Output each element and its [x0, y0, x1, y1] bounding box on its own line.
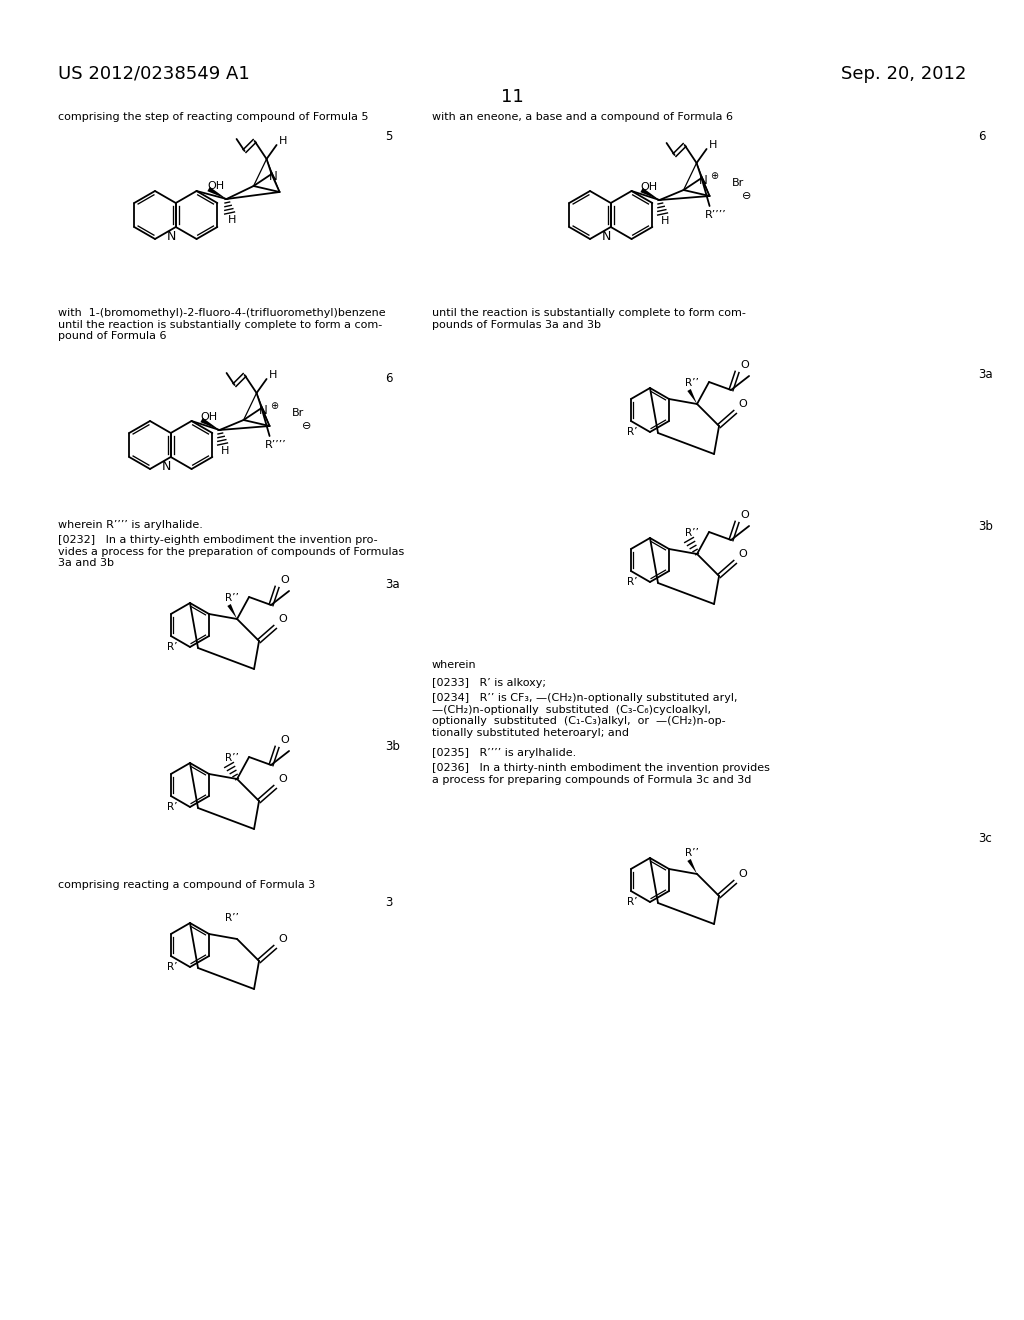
Text: R’’’’: R’’’’: [264, 440, 287, 450]
Text: N: N: [269, 169, 278, 182]
Text: 3b: 3b: [385, 741, 400, 752]
Text: [0235]   R’’’’ is arylhalide.: [0235] R’’’’ is arylhalide.: [432, 748, 577, 758]
Text: R’: R’: [628, 577, 638, 587]
Text: 3: 3: [385, 896, 392, 909]
Text: R’’: R’’: [225, 752, 239, 763]
Text: H: H: [660, 216, 669, 226]
Text: R’’: R’’: [685, 528, 699, 539]
Text: [0233]   R’ is alkoxy;: [0233] R’ is alkoxy;: [432, 678, 546, 688]
Text: N: N: [602, 230, 611, 243]
Text: H: H: [268, 370, 276, 380]
Text: 3c: 3c: [978, 832, 992, 845]
Text: [0234]   R’’ is CF₃, —(CH₂)n-optionally substituted aryl,
—(CH₂)n-optionally  su: [0234] R’’ is CF₃, —(CH₂)n-optionally su…: [432, 693, 737, 738]
Text: O: O: [279, 614, 287, 624]
Text: 5: 5: [385, 129, 392, 143]
Text: with  1-(bromomethyl)-2-fluoro-4-(trifluoromethyl)benzene
until the reaction is : with 1-(bromomethyl)-2-fluoro-4-(trifluo…: [58, 308, 386, 341]
Text: H: H: [227, 215, 236, 224]
Text: US 2012/0238549 A1: US 2012/0238549 A1: [58, 65, 250, 83]
Text: O: O: [280, 735, 289, 744]
Text: 6: 6: [978, 129, 985, 143]
Text: OH: OH: [201, 412, 217, 422]
Text: O: O: [738, 549, 746, 558]
Text: H: H: [220, 446, 228, 455]
Text: O: O: [280, 576, 289, 585]
Text: 3b: 3b: [978, 520, 993, 533]
Text: wherein R’’’’ is arylhalide.: wherein R’’’’ is arylhalide.: [58, 520, 203, 531]
Text: O: O: [740, 510, 749, 520]
Text: H: H: [709, 140, 717, 150]
Text: O: O: [279, 935, 287, 944]
Text: until the reaction is substantially complete to form com-
pounds of Formulas 3a : until the reaction is substantially comp…: [432, 308, 745, 330]
Polygon shape: [640, 187, 659, 201]
Text: O: O: [740, 360, 749, 370]
Text: [0232]   In a thirty-eighth embodiment the invention pro-
vides a process for th: [0232] In a thirty-eighth embodiment the…: [58, 535, 404, 568]
Text: O: O: [279, 774, 287, 784]
Text: H: H: [279, 136, 287, 147]
Text: R’’: R’’: [225, 913, 239, 923]
Text: OH: OH: [208, 181, 224, 191]
Text: O: O: [738, 399, 746, 409]
Text: R’’: R’’: [685, 378, 699, 388]
Text: with an eneone, a base and a compound of Formula 6: with an eneone, a base and a compound of…: [432, 112, 733, 121]
Text: Br: Br: [292, 408, 304, 418]
Text: comprising reacting a compound of Formula 3: comprising reacting a compound of Formul…: [58, 880, 315, 890]
Text: 3a: 3a: [385, 578, 399, 591]
Text: N: N: [162, 459, 171, 473]
Text: R’: R’: [168, 962, 178, 972]
Text: comprising the step of reacting compound of Formula 5: comprising the step of reacting compound…: [58, 112, 369, 121]
Text: OH: OH: [640, 182, 657, 191]
Text: N: N: [167, 230, 176, 243]
Text: R’: R’: [628, 898, 638, 907]
Polygon shape: [687, 389, 697, 404]
Text: R’’: R’’: [225, 593, 239, 603]
Polygon shape: [207, 187, 226, 199]
Text: R’: R’: [168, 803, 178, 812]
Text: R’’’’: R’’’’: [705, 210, 726, 220]
Text: 11: 11: [501, 88, 523, 106]
Text: O: O: [738, 869, 746, 879]
Text: R’’: R’’: [685, 847, 699, 858]
Text: N: N: [699, 173, 708, 186]
Text: N: N: [259, 404, 268, 417]
Text: [0236]   In a thirty-ninth embodiment the invention provides
a process for prepa: [0236] In a thirty-ninth embodiment the …: [432, 763, 770, 784]
Text: 3a: 3a: [978, 368, 992, 381]
Polygon shape: [201, 418, 219, 430]
Polygon shape: [687, 859, 697, 874]
Text: ⊕: ⊕: [711, 172, 719, 181]
Text: 6: 6: [385, 372, 392, 385]
Text: R’: R’: [168, 642, 178, 652]
Text: Sep. 20, 2012: Sep. 20, 2012: [841, 65, 966, 83]
Polygon shape: [227, 605, 237, 619]
Text: ⊖: ⊖: [302, 421, 311, 432]
Text: ⊕: ⊕: [270, 401, 279, 411]
Text: ⊖: ⊖: [741, 191, 752, 201]
Text: Br: Br: [731, 178, 743, 187]
Text: R’: R’: [628, 426, 638, 437]
Text: wherein: wherein: [432, 660, 476, 671]
